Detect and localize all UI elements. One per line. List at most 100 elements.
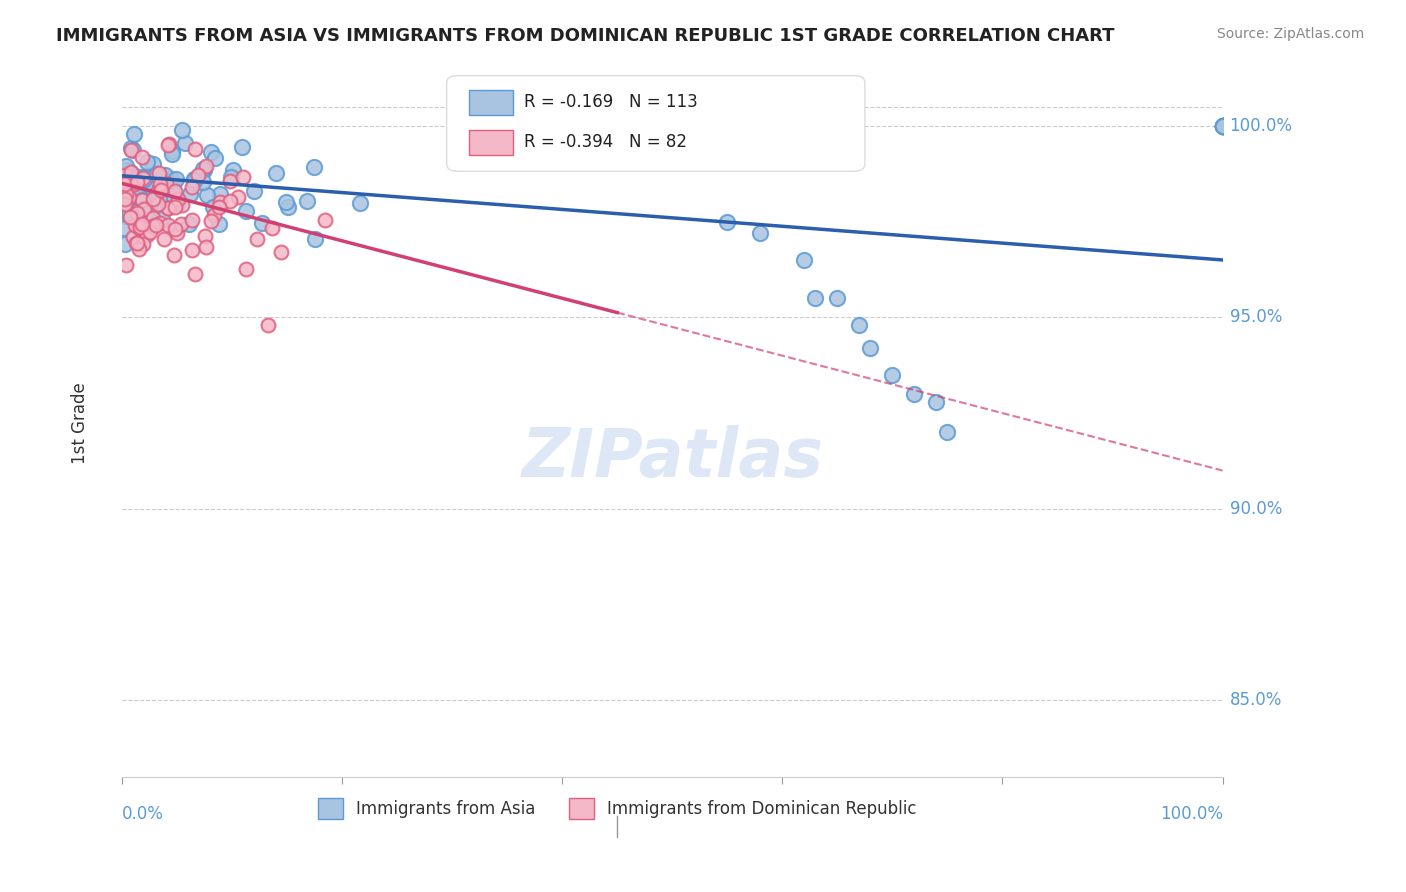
Text: 95.0%: 95.0% [1230,309,1282,326]
Point [149,216,172,230]
Point [129,175,152,189]
Point [157,137,180,152]
Point [128,220,150,235]
Point [180,180,202,194]
Point [129,202,152,216]
Point [231,140,253,154]
Point [136,169,159,184]
Point [277,200,299,214]
Text: 1st Grade: 1st Grade [70,382,89,464]
Point [179,186,201,201]
Point [148,180,170,194]
Point [148,182,170,196]
Point [302,160,325,174]
Point [157,201,180,215]
Point [131,193,153,207]
Point [122,127,145,141]
Point [160,146,183,161]
Point [183,173,205,187]
Point [184,267,207,281]
Point [127,235,149,250]
Point [125,175,148,189]
Point [200,145,222,160]
Point [165,172,187,186]
Point [122,203,145,218]
Point [193,163,215,178]
Point [155,179,177,194]
Point [201,200,224,214]
Point [270,244,292,259]
Point [163,248,186,262]
Point [208,217,231,231]
Text: 90.0%: 90.0% [1230,500,1282,518]
Point [166,226,188,240]
Point [145,194,167,209]
Point [274,194,297,209]
Point [132,237,155,252]
Point [127,176,149,190]
Point [135,227,157,242]
Point [135,206,157,220]
Point [122,205,145,219]
Point [131,181,153,195]
Point [150,171,173,186]
Point [243,184,266,198]
Point [256,318,278,332]
Point [142,219,165,234]
Point [152,190,174,204]
Point [252,216,274,230]
Point [204,151,226,165]
Point [142,192,165,206]
Point [146,197,169,211]
Point [120,211,142,225]
Text: 85.0%: 85.0% [1230,691,1282,709]
Point [128,189,150,203]
Point [114,170,136,185]
Point [304,232,326,246]
Point [156,137,179,152]
Point [1212,119,1234,133]
Point [165,222,187,236]
Point [138,225,160,239]
Point [124,169,146,183]
Point [221,163,243,178]
Point [131,182,153,196]
Point [120,198,142,212]
Point [136,155,159,169]
Point [235,203,257,218]
Point [122,186,145,200]
Text: ZIPatlas: ZIPatlas [522,425,824,491]
Point [260,220,283,235]
Point [183,172,205,186]
Point [153,168,176,182]
Point [162,178,184,193]
Point [1212,119,1234,133]
Point [150,212,173,227]
FancyBboxPatch shape [468,130,513,155]
Point [1212,119,1234,133]
Point [1212,119,1234,133]
Point [129,169,152,184]
Point [114,182,136,196]
Point [157,202,180,216]
Point [132,190,155,204]
Point [150,183,173,197]
Point [120,141,142,155]
Point [138,176,160,190]
Point [246,231,269,245]
Point [1212,119,1234,133]
Point [114,177,136,191]
Point [141,220,163,235]
Point [163,191,186,205]
Point [160,172,183,186]
Point [179,217,201,231]
Point [115,195,138,210]
Point [143,219,166,233]
Point [114,236,136,251]
Point [118,170,141,185]
Point [936,425,959,440]
Point [127,205,149,219]
Point [142,174,165,188]
Point [194,159,217,173]
Point [122,171,145,186]
